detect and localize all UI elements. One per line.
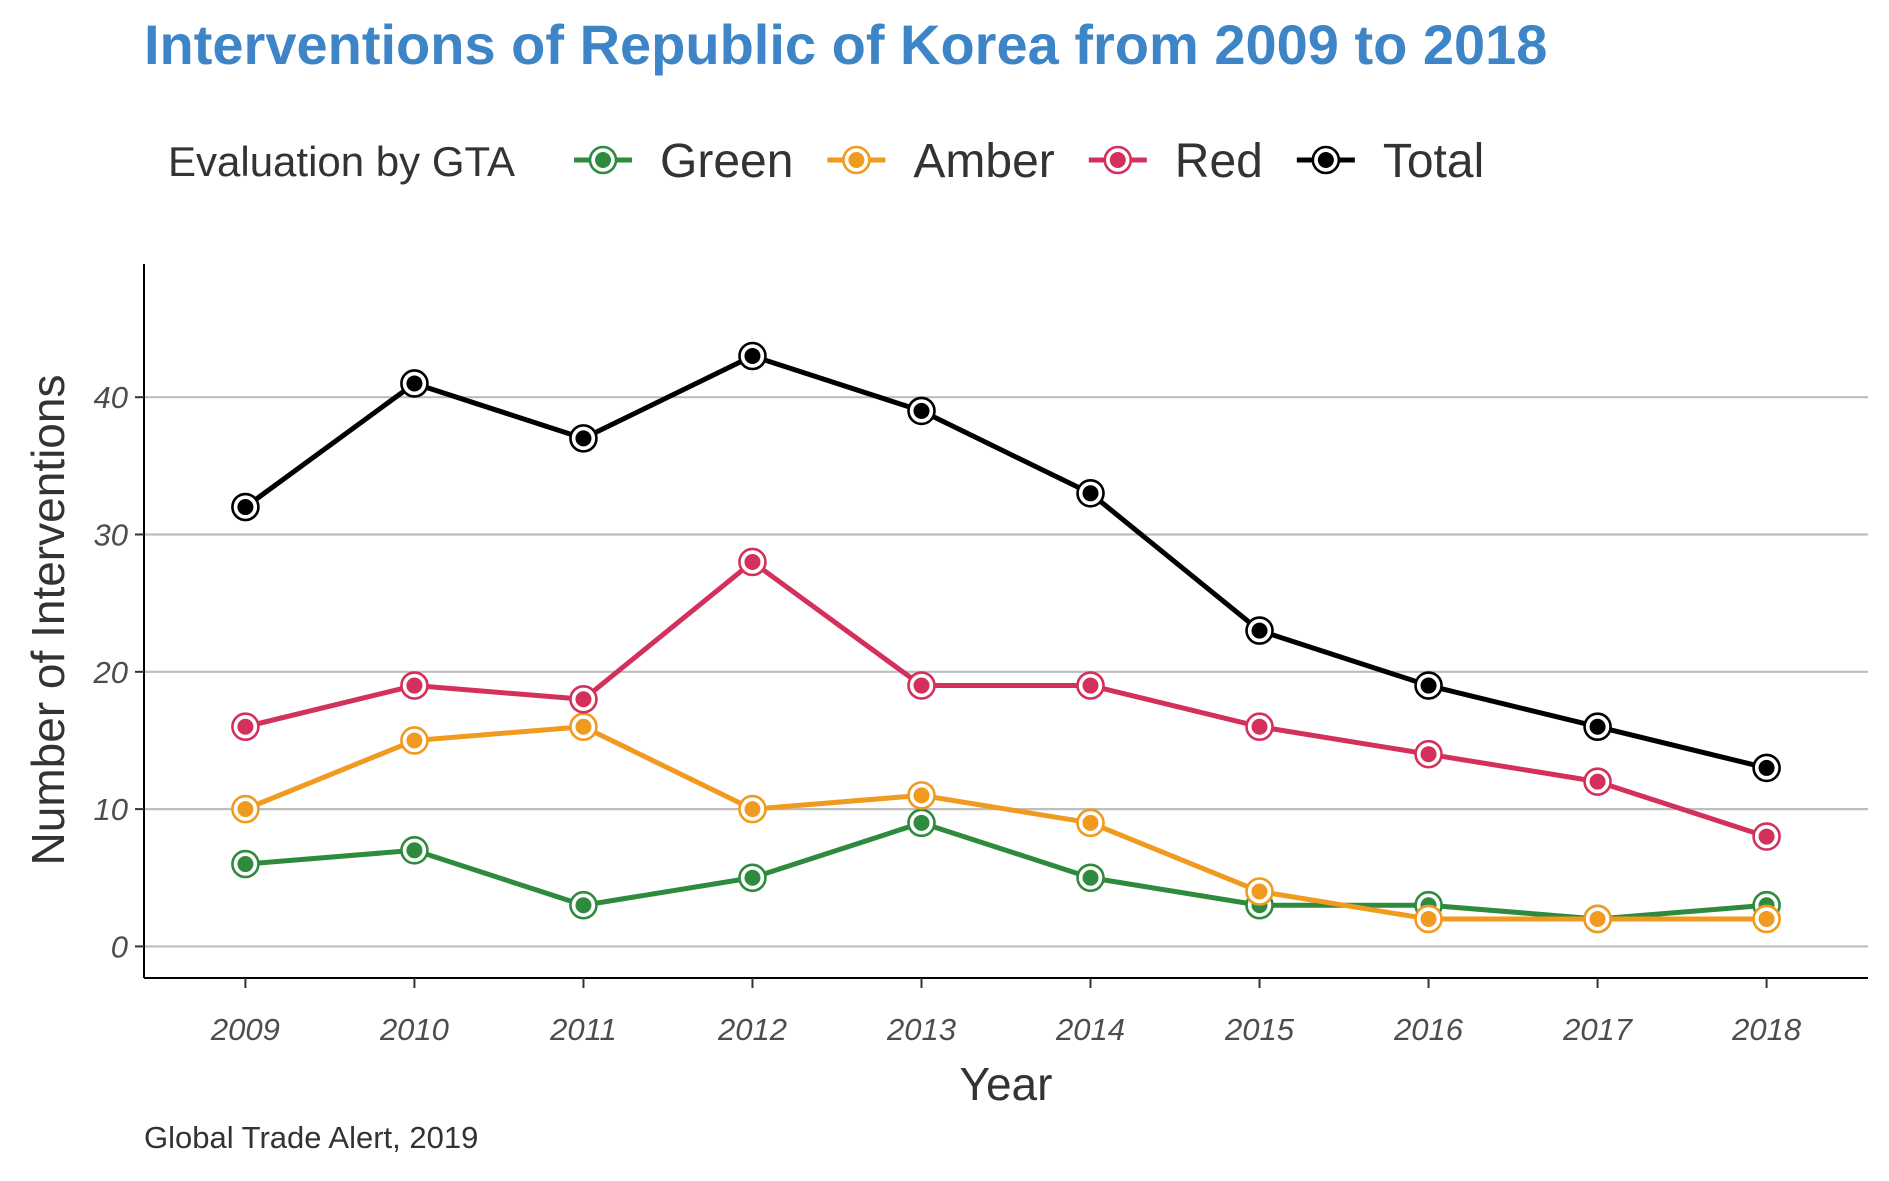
data-point-red [400, 671, 429, 700]
x-tick-label: 2017 [1562, 1012, 1634, 1047]
x-tick-label: 2015 [1224, 1012, 1295, 1047]
y-tick-labels: 0 10 20 30 40 [93, 380, 128, 964]
x-tick-label: 2014 [1055, 1012, 1125, 1047]
data-point-red [907, 671, 936, 700]
data-point-red [738, 547, 767, 577]
y-tick-label: 20 [93, 655, 128, 690]
legend-item-total: Total [1296, 135, 1484, 188]
data-point-amber [231, 794, 260, 824]
data-point-red [569, 684, 598, 714]
legend-label-green: Green [660, 135, 793, 188]
series-line-total [242, 353, 1770, 771]
data-point-amber [400, 726, 429, 755]
data-point-green [231, 849, 260, 879]
x-tick-label: 2016 [1393, 1012, 1464, 1047]
x-tick-label: 2018 [1731, 1012, 1802, 1047]
data-point-amber [1076, 808, 1105, 838]
data-point-amber [569, 712, 598, 742]
data-point-amber [1583, 904, 1612, 934]
x-tick-label: 2010 [379, 1012, 449, 1047]
data-point-amber [738, 794, 767, 824]
x-axis-title: Year [960, 1058, 1053, 1110]
series-line-amber [242, 724, 1770, 922]
y-tick-label: 40 [94, 380, 128, 415]
x-tick-label: 2013 [886, 1012, 956, 1047]
data-point-green [907, 808, 936, 838]
legend-key-total [1296, 145, 1355, 175]
y-tick-label: 10 [94, 792, 128, 827]
series-line-green [242, 820, 1770, 922]
y-axis-title: Number of Interventions [22, 375, 74, 866]
legend: Evaluation by GTA Green Amber Red Total [168, 135, 1484, 188]
data-point-red [1414, 739, 1443, 769]
chart-title: Interventions of Republic of Korea from … [144, 13, 1547, 76]
legend-label-amber: Amber [913, 135, 1054, 188]
data-point-amber [1245, 877, 1274, 906]
series-total [231, 341, 1781, 783]
y-tick-label: 30 [94, 517, 128, 552]
data-point-total [400, 369, 429, 398]
axes [135, 264, 1868, 988]
series-line-red [242, 559, 1770, 840]
y-tick-label: 0 [111, 929, 128, 964]
x-tick-label: 2012 [717, 1012, 787, 1047]
data-point-red [231, 712, 260, 742]
x-tick-labels: 2009 2010 2011 2012 2013 2014 2015 2016 2017 2018 [210, 1012, 1802, 1047]
legend-label-red: Red [1175, 135, 1263, 188]
legend-key-amber [827, 145, 886, 175]
series-layer [231, 341, 1781, 934]
data-point-total [1245, 616, 1274, 645]
data-point-green [738, 863, 767, 893]
data-point-amber [1752, 904, 1781, 934]
data-point-total [1583, 712, 1612, 742]
data-point-red [1752, 822, 1781, 851]
data-point-total [569, 424, 598, 453]
data-point-total [907, 396, 936, 426]
data-point-total [1752, 753, 1781, 783]
series-red [231, 547, 1781, 851]
data-point-amber [1414, 904, 1443, 934]
data-point-total [1414, 671, 1443, 700]
legend-key-green [574, 145, 632, 175]
data-point-red [1583, 767, 1612, 796]
data-point-total [738, 341, 767, 371]
data-point-green [1076, 863, 1105, 893]
legend-item-green: Green [574, 135, 793, 188]
data-point-red [1245, 712, 1274, 742]
legend-title: Evaluation by GTA [168, 138, 515, 185]
data-point-amber [907, 781, 936, 810]
data-point-total [231, 492, 260, 522]
legend-item-amber: Amber [827, 135, 1055, 188]
data-point-green [569, 890, 598, 920]
data-point-green [400, 836, 429, 865]
legend-item-red: Red [1088, 135, 1263, 188]
series-amber [231, 712, 1781, 934]
data-point-total [1076, 479, 1105, 508]
legend-key-red [1088, 145, 1147, 175]
series-green [231, 808, 1781, 934]
data-point-red [1076, 671, 1105, 700]
x-tick-label: 2011 [549, 1012, 617, 1047]
caption: Global Trade Alert, 2019 [144, 1120, 478, 1155]
x-tick-label: 2009 [210, 1012, 280, 1047]
gridlines [144, 396, 1868, 948]
legend-label-total: Total [1383, 135, 1484, 188]
